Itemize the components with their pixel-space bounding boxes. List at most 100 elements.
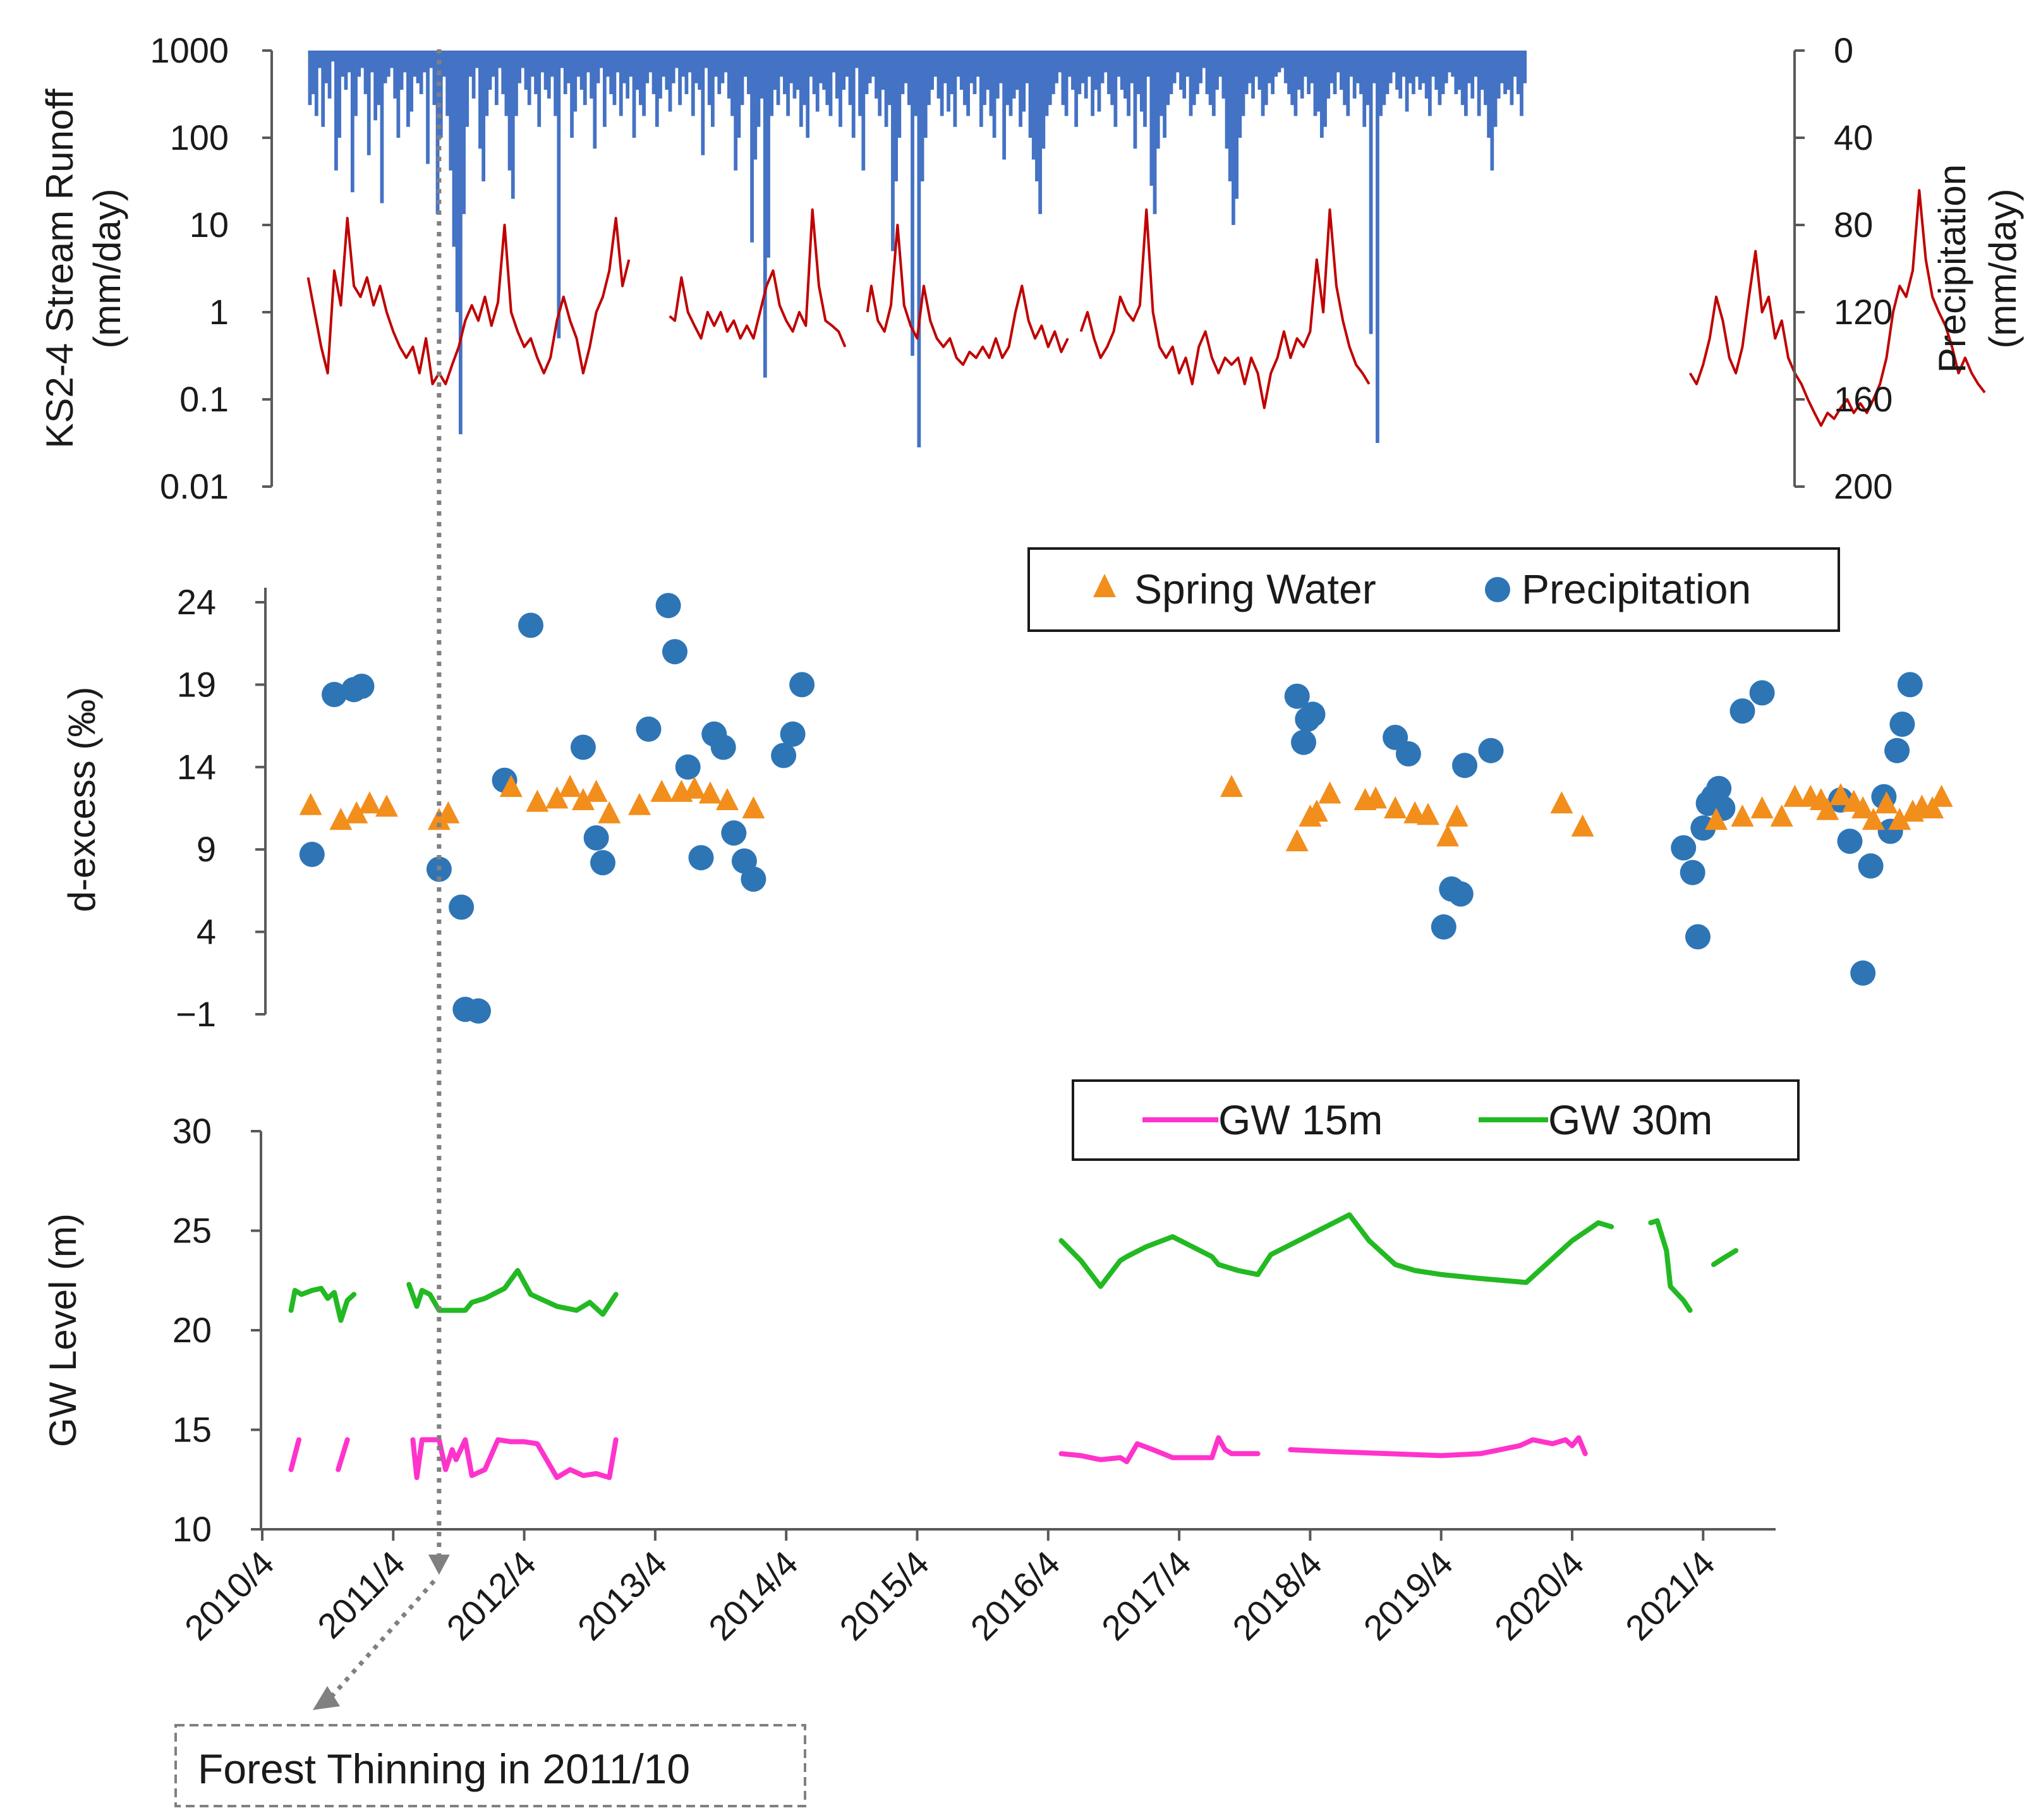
precipitation-bar — [835, 51, 839, 99]
precipitation-bar — [1238, 51, 1242, 138]
spring-water-d-excess-point — [329, 808, 353, 830]
precipitation-d-excess-point — [1897, 672, 1923, 698]
precipitation-bar — [959, 51, 964, 90]
precipitation-bar — [449, 51, 453, 171]
precipitation-bar — [972, 51, 977, 94]
bottom-y-ticks: 30 25 20 15 10 — [173, 1111, 261, 1549]
precipitation-bar — [815, 51, 820, 112]
bottom-y-tick-label: 20 — [173, 1310, 212, 1350]
spring-water-d-excess-point — [1875, 791, 1898, 814]
precipitation-d-excess-point — [1850, 960, 1876, 986]
precipitation-bar — [884, 51, 888, 127]
spring-water-d-excess-point — [1384, 796, 1407, 818]
precipitation-bar — [540, 51, 545, 73]
precipitation-bar — [1208, 51, 1213, 106]
precipitation-bar — [1379, 51, 1383, 116]
precipitation-bar — [1277, 51, 1281, 73]
precipitation-d-excess-point — [655, 593, 681, 619]
precipitation-bar — [1008, 51, 1013, 116]
gw30-line — [1711, 1248, 1739, 1267]
precipitation-bar — [1355, 51, 1360, 83]
precipitation-bar — [727, 51, 731, 99]
d-excess-legend: Spring Water Precipitation — [1027, 547, 1840, 632]
precipitation-bar — [950, 51, 954, 94]
precipitation-bar — [308, 51, 312, 106]
precipitation-bar — [622, 51, 626, 83]
precipitation-bar — [868, 51, 872, 83]
precipitation-bar — [491, 51, 495, 77]
spring-water-d-excess-point — [1445, 804, 1469, 827]
annotation-box — [174, 1724, 806, 1807]
mid-tick-label: 19 — [177, 664, 216, 704]
bottom-x-tick-label: 2010/4 — [177, 1543, 282, 1648]
precipitation-bar — [648, 51, 653, 73]
precipitation-bar — [933, 51, 938, 77]
precipitation-bar — [1192, 51, 1196, 106]
precipitation-bar — [399, 51, 404, 90]
precipitation-bar — [576, 51, 581, 77]
precipitation-bar — [1160, 51, 1163, 116]
runoff-line — [669, 208, 847, 348]
precipitation-bar — [687, 51, 692, 73]
precipitation-bar — [694, 51, 698, 83]
bottom-x-tick-label: 2012/4 — [439, 1543, 543, 1648]
precipitation-bar — [1326, 51, 1331, 99]
precipitation-bar — [563, 51, 567, 94]
precipitation-bar — [701, 51, 705, 155]
precipitation-bar — [995, 51, 1000, 99]
spring-water-d-excess-point — [1921, 796, 1944, 818]
precipitation-bar — [1402, 51, 1406, 77]
precipitation-bar — [1257, 51, 1262, 90]
gw15-line — [1288, 1435, 1588, 1459]
precipitation-bar — [681, 51, 686, 77]
precipitation-bar — [891, 51, 895, 252]
precipitation-bar — [1169, 51, 1173, 94]
precipitation-bar — [704, 51, 708, 68]
precipitation-bar — [668, 51, 672, 112]
precipitation-d-excess-point — [780, 721, 806, 747]
precipitation-bar — [373, 51, 377, 121]
spring-water-d-excess-point — [1318, 781, 1341, 804]
precipitation-bar — [1074, 51, 1079, 127]
precipitation-bar — [1107, 51, 1111, 94]
precipitation-bar — [766, 51, 770, 258]
legend-spring-water: Spring Water — [1134, 566, 1376, 612]
precipitation-bar — [1127, 51, 1130, 116]
precipitation-bar — [734, 51, 738, 171]
precipitation-bar — [651, 51, 656, 94]
precipitation-bar — [1297, 51, 1301, 90]
precipitation-bar — [914, 51, 918, 116]
spring-water-d-excess-point — [545, 786, 569, 809]
precipitation-bar — [1427, 51, 1432, 116]
precipitation-bar — [566, 51, 571, 83]
precipitation-bar — [1254, 51, 1259, 77]
precipitation-bar — [1202, 51, 1206, 68]
precipitation-d-excess-point — [518, 612, 543, 638]
spring-water-d-excess-point — [1829, 783, 1852, 806]
precipitation-d-excess-point — [1749, 680, 1775, 706]
bottom-y-tick-label: 30 — [173, 1111, 212, 1151]
precipitation-bar — [478, 51, 482, 149]
precipitation-bar — [763, 51, 767, 378]
precipitation-bar — [1307, 51, 1311, 94]
precipitation-d-excess-point — [771, 743, 797, 768]
precipitation-bar — [878, 51, 882, 116]
precipitation-bar — [1251, 51, 1255, 99]
precipitation-d-excess-point — [789, 672, 815, 698]
precipitation-bar — [314, 51, 318, 116]
thinning-callout-line — [327, 1579, 436, 1702]
precipitation-axis-title-line1: Precipitation — [1931, 164, 1973, 373]
precipitation-bar — [1349, 51, 1354, 77]
gw30-line — [1648, 1218, 1693, 1313]
precipitation-d-excess-point — [583, 825, 609, 851]
precipitation-bar — [1343, 51, 1347, 106]
precipitation-bar — [658, 51, 662, 99]
bottom-x-tick-label: 2021/4 — [1618, 1543, 1723, 1648]
precipitation-bar — [468, 51, 473, 77]
spring-water-d-excess-point — [299, 792, 322, 815]
precipitation-bar — [828, 51, 833, 116]
bottom-x-ticks: 2010/4 2011/4 2012/4 2013/4 2014/4 2015/4 2016… — [177, 1529, 1723, 1648]
precipitation-bar — [635, 51, 639, 90]
precipitation-bar — [501, 51, 506, 94]
